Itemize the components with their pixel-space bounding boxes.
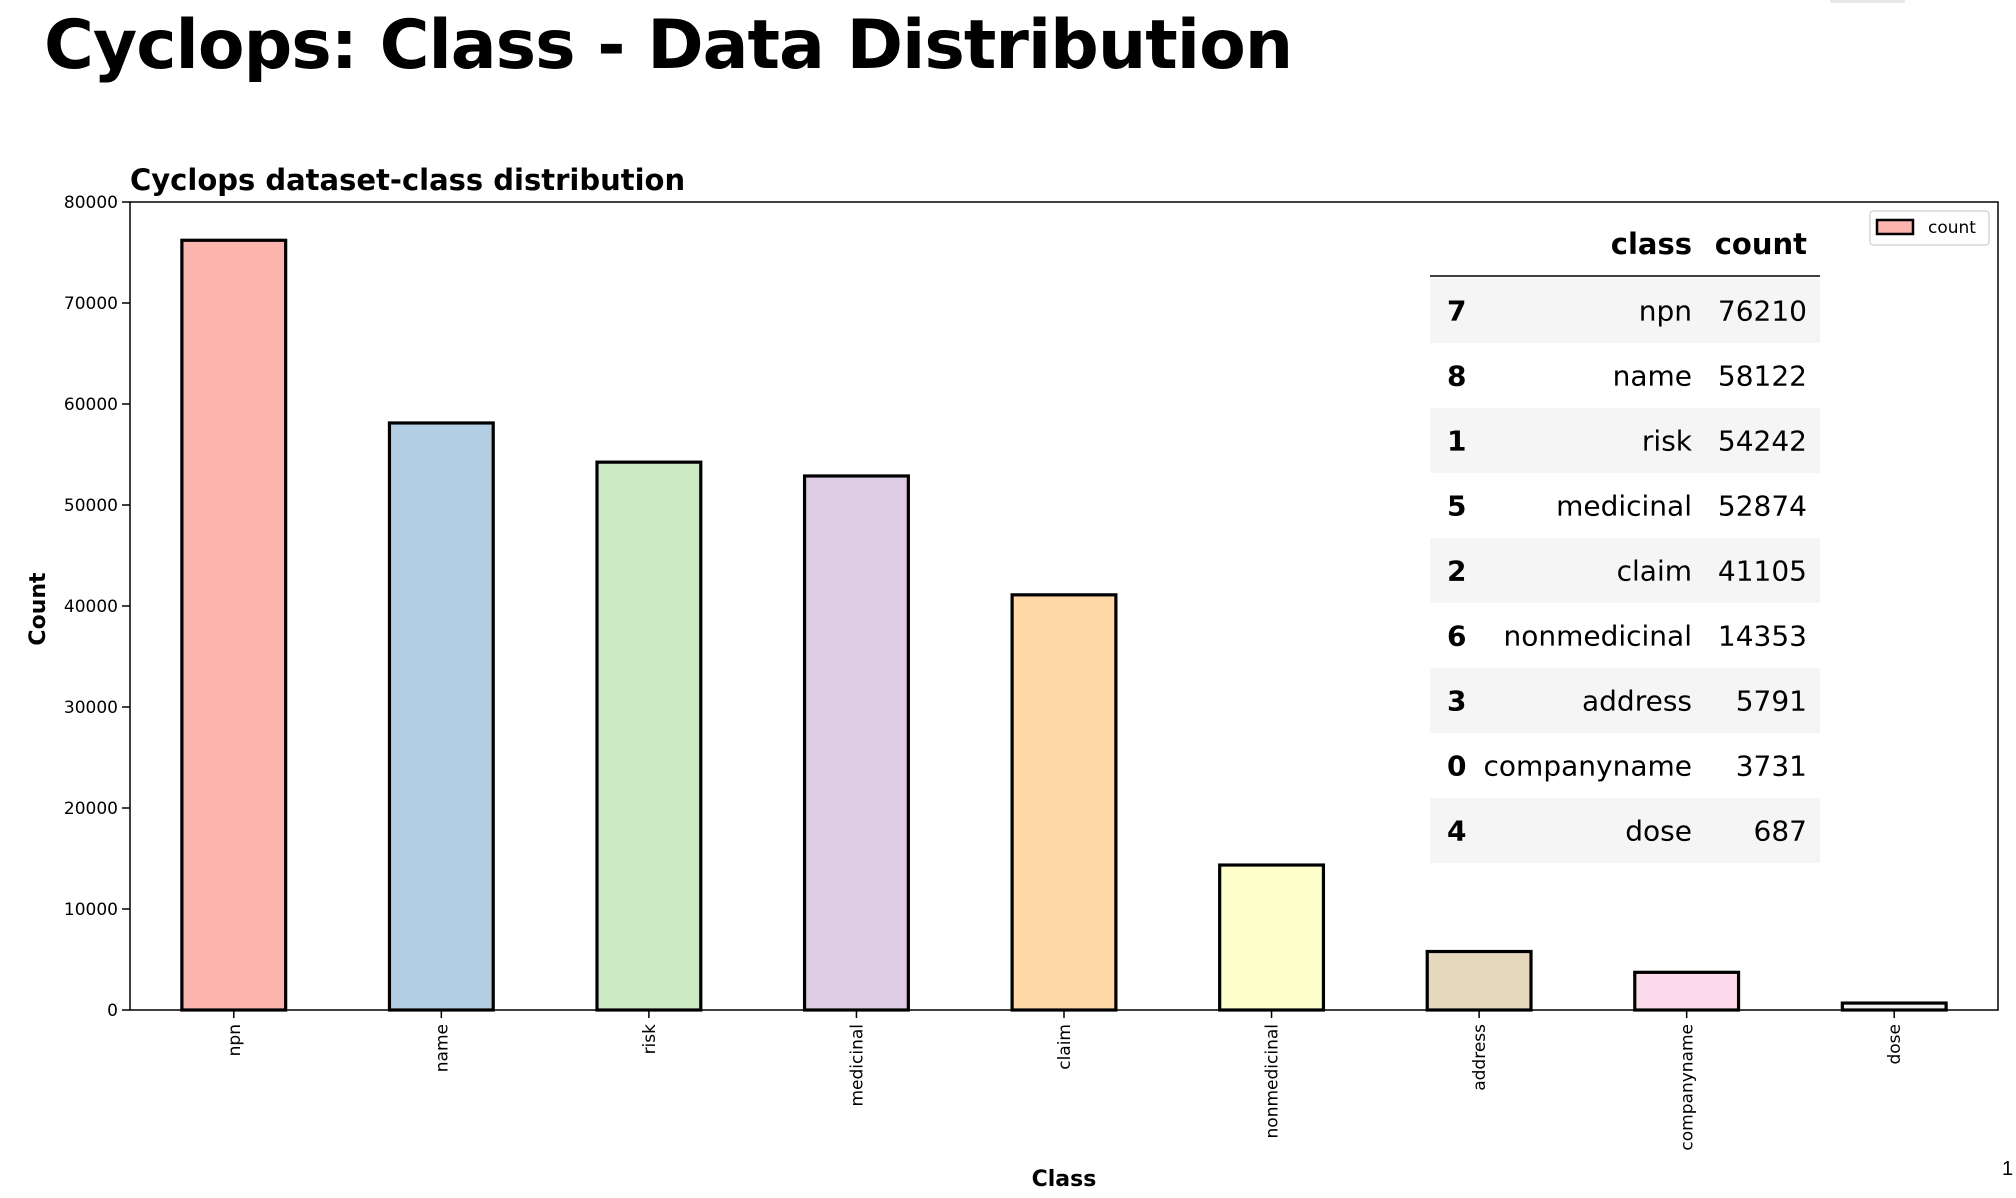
x-tick-label: medicinal: [847, 1024, 867, 1107]
table-row-index: 3: [1447, 685, 1466, 718]
table-row-stripe: [1430, 278, 1820, 343]
x-tick-label: name: [432, 1024, 452, 1072]
bar-name: [387, 421, 495, 1012]
y-tick-label: 70000: [64, 294, 118, 314]
table-row-stripe: [1430, 538, 1820, 603]
table-cell-count: 54242: [1718, 425, 1807, 458]
table-row-index: 6: [1447, 620, 1466, 653]
chart-title: Cyclops dataset-class distribution: [130, 163, 685, 197]
table-cell-count: 3731: [1736, 750, 1807, 783]
y-tick-label: 30000: [64, 698, 118, 718]
legend-swatch: [1875, 218, 1915, 236]
bar-address: [1425, 949, 1533, 1012]
slide-title: Cyclops: Class - Data Distribution: [44, 6, 1293, 85]
table-header-count: count: [1715, 227, 1807, 261]
x-tick-label: address: [1470, 1024, 1490, 1091]
table-row-stripe: [1430, 408, 1820, 473]
x-tick-label: dose: [1885, 1024, 1905, 1065]
bar-dose: [1840, 1001, 1948, 1012]
table-cell-class: medicinal: [1556, 490, 1692, 523]
table-cell-class: risk: [1642, 425, 1693, 458]
table-cell-class: companyname: [1484, 750, 1692, 783]
x-tick-label: npn: [225, 1024, 245, 1056]
x-tick-label: companyname: [1678, 1024, 1698, 1151]
table-cell-class: address: [1582, 685, 1692, 718]
table-cell-class: npn: [1639, 295, 1692, 328]
table-row-index: 1: [1447, 425, 1466, 458]
data-table: class count 7 npn 76210 8 name 58122 1 risk 54242 5…: [1430, 227, 1820, 863]
table-row-index: 4: [1447, 815, 1466, 848]
bar-nonmedicinal: [1218, 863, 1326, 1012]
y-tick-label: 10000: [64, 900, 118, 920]
table-header-class: class: [1611, 227, 1692, 261]
window-edge-tab: [1830, 0, 1905, 3]
table-cell-class: nonmedicinal: [1503, 620, 1692, 653]
table-row-index: 7: [1447, 295, 1466, 328]
table-cell-count: 52874: [1718, 490, 1807, 523]
legend: count: [1869, 210, 1990, 246]
table-row-index: 8: [1447, 360, 1466, 393]
bar-companyname: [1633, 970, 1741, 1012]
bar-claim: [1010, 593, 1118, 1012]
table-row-stripe: [1430, 668, 1820, 733]
table-cell-class: dose: [1625, 815, 1692, 848]
table-row-index: 5: [1447, 490, 1466, 523]
x-tick-label: claim: [1055, 1024, 1075, 1070]
table-cell-count: 14353: [1718, 620, 1807, 653]
bar-medicinal: [802, 474, 910, 1012]
table-cell-count: 41105: [1718, 555, 1807, 588]
table-cell-count: 5791: [1736, 685, 1807, 718]
legend-label: count: [1928, 218, 1976, 238]
table-cell-count: 687: [1754, 815, 1807, 848]
y-tick-label: 0: [107, 1001, 118, 1021]
x-axis-label: Class: [1032, 1167, 1097, 1192]
y-tick-label: 60000: [64, 395, 118, 415]
table-cell-class: name: [1613, 360, 1692, 393]
table-row-index: 0: [1447, 750, 1466, 783]
x-tick-label: risk: [640, 1024, 660, 1055]
table-cell-count: 58122: [1718, 360, 1807, 393]
y-tick-label: 20000: [64, 799, 118, 819]
table-row-stripe: [1430, 798, 1820, 863]
table-cell-class: claim: [1617, 555, 1692, 588]
bar-npn: [180, 238, 288, 1012]
y-tick-label: 40000: [64, 597, 118, 617]
y-tick-label: 50000: [64, 496, 118, 516]
table-row-index: 2: [1447, 555, 1466, 588]
y-tick-label: 80000: [64, 193, 118, 213]
y-axis-label: Count: [26, 572, 51, 646]
x-tick-label: nonmedicinal: [1263, 1024, 1283, 1138]
page-number: 1: [2002, 1158, 2014, 1180]
bar-risk: [595, 460, 703, 1012]
plot-area: 0 10000 20000 30000 40000 50000 60000 70000 8000…: [64, 193, 1948, 1151]
table-cell-count: 76210: [1718, 295, 1807, 328]
plot-frame: [129, 201, 1999, 1011]
